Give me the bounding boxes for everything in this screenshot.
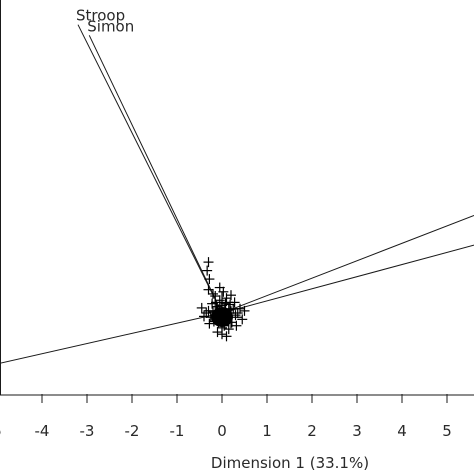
score-point (204, 274, 215, 285)
x-tick-label: -3 (80, 422, 95, 440)
score-point (210, 291, 221, 302)
x-tick-label: 1 (262, 422, 272, 440)
x-tick-label: -2 (125, 422, 140, 440)
score-point (223, 324, 234, 335)
score-point (212, 327, 223, 338)
score-point (214, 282, 225, 293)
score-point (202, 265, 213, 276)
vector-ray-unlabeled-2 (221, 215, 474, 314)
score-point (237, 314, 248, 325)
plot-frame (0, 0, 474, 396)
x-tick-label: -4 (35, 422, 50, 440)
x-tick-label: 5 (442, 422, 452, 440)
score-point (217, 329, 227, 340)
score-point (221, 331, 232, 342)
vector-ray-unlabeled-3 (221, 244, 474, 314)
score-point (204, 318, 215, 329)
score-point (203, 284, 214, 295)
vector-ray-stroop (77, 24, 223, 314)
x-axis-ticks (41, 394, 448, 403)
score-point (203, 257, 214, 268)
x-tick-label: 0 (217, 422, 227, 440)
score-point (199, 311, 209, 322)
score-point (208, 288, 218, 299)
loading-vectors (0, 24, 474, 364)
score-point (239, 305, 250, 316)
score-point (232, 308, 243, 318)
vector-ray-unlabeled-4 (0, 312, 223, 364)
x-axis-title: Dimension 1 (33.1%) (211, 454, 369, 472)
x-tick-label: -1 (170, 422, 185, 440)
vector-ray-simon (88, 35, 223, 314)
score-points (196, 257, 250, 342)
vector-label-simon: Simon (87, 17, 134, 35)
x-tick-label: 4 (397, 422, 407, 440)
score-point (235, 303, 245, 314)
score-point (226, 290, 236, 301)
score-point (225, 299, 236, 310)
score-point (231, 320, 242, 331)
score-point (214, 295, 225, 306)
x-tick-label: 3 (352, 422, 362, 440)
x-axis-tick-labels: 5 -4 -3 -2 -1 0 1 2 3 4 5 (0, 422, 452, 440)
vector-label-stroop: Stroop (76, 7, 125, 25)
point-cluster (211, 307, 233, 327)
x-tick-label: 5 (0, 422, 2, 440)
score-point (196, 302, 207, 313)
x-tick-label: 2 (307, 422, 317, 440)
